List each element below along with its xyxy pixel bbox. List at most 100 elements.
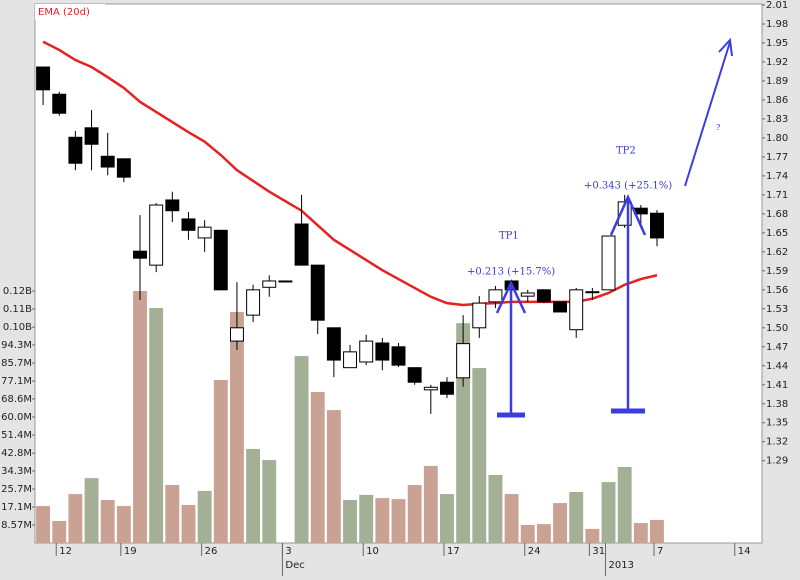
candle-body [149,204,164,266]
candle-body [100,155,115,168]
volume-tick-label: 17.1M [1,502,32,513]
candle-body [133,250,147,259]
x-tick-label: 14 [738,546,751,557]
candle-body [585,291,600,294]
x-tick-major-label: Dec [285,560,304,571]
candle-body [294,223,309,266]
candle-body [520,292,535,297]
volume-tick-label: 8.57M [1,520,32,531]
arrow [495,280,527,314]
volume-bar [440,494,454,543]
candle-body [310,264,325,321]
candle-body [391,346,406,366]
y-tick-label: 1.65 [766,228,788,239]
y-tick-label: 1.86 [766,95,788,106]
volume-bar [359,494,374,543]
candle-body [181,218,196,231]
volume-tick-label: 60.0M [1,412,32,423]
y-tick-label: 1.56 [766,285,788,296]
candle-body [569,289,584,331]
y-tick-label: 1.35 [766,418,788,429]
y-tick-label: 2.01 [766,0,788,11]
candle-layer [36,66,664,414]
y-tick-label: 1.89 [766,76,788,87]
y-tick-label: 1.50 [766,323,788,334]
x-tick-label: 31 [592,546,605,557]
x-tick-label: 7 [657,546,663,557]
volume-bar [246,448,261,543]
arrow [609,193,647,236]
x-tick-label: 19 [124,546,137,557]
volume-bar [229,312,244,543]
arrow [684,41,731,187]
candle-body [229,327,244,342]
volume-bar [213,380,228,543]
y-tick-label: 1.29 [766,456,788,467]
x-tick-label: 10 [366,546,379,557]
volume-tick-label: 68.6M [1,394,32,405]
volume-bar [149,308,164,543]
volume-bar [423,465,438,543]
volume-bar [165,485,180,543]
candle-body [536,289,551,303]
volume-tick-label: 0.11B [3,304,32,315]
annotation: +0.343 (+25.1%) [584,181,672,192]
y-tick-label: 1.59 [766,266,788,277]
annotation: TP2 [616,146,636,157]
volume-bar [36,506,51,543]
annotation: +0.213 (+15.7%) [467,267,555,278]
candle-body [488,289,503,303]
y-tick-label: 1.62 [766,247,788,258]
volume-tick-label: 51.4M [1,430,32,441]
arrow [718,37,733,57]
y-tick-label: 1.98 [766,19,788,30]
candle-body [278,280,293,283]
candle-body [375,342,390,361]
candle-body [246,289,261,316]
volume-tick-label: 0.10B [3,322,32,333]
y-tick-label: 1.95 [766,38,788,49]
volume-bar [633,523,648,543]
volume-bar [472,368,487,543]
candle-body [84,127,99,145]
volume-tick-label: 94.3M [1,340,32,351]
x-tick-label: 24 [528,546,541,557]
y-tick-label: 1.92 [766,57,788,68]
volume-tick-label: 42.8M [1,448,32,459]
volume-bar [197,490,212,543]
volume-bar [100,499,115,543]
y-tick-label: 1.44 [766,361,788,372]
volume-bar [116,506,131,543]
volume-bar [326,410,341,543]
candle-body [601,235,616,291]
y-tick-label: 1.80 [766,133,788,144]
y-tick-label: 1.32 [766,437,788,448]
x-tick-label: 12 [59,546,72,557]
volume-bar [181,504,196,543]
volume-bar [262,460,277,543]
volume-bar [133,291,147,543]
y-tick-label: 1.47 [766,342,788,353]
y-tick-label: 1.68 [766,209,788,220]
volume-bar [617,466,632,543]
candle-body [553,301,568,313]
volume-bar [343,499,357,543]
x-tick-label: 26 [205,546,218,557]
candle-body [343,351,357,369]
y-tick-label: 1.74 [766,171,788,182]
candle-body [116,158,131,178]
volume-bar [310,392,325,543]
candle-body [650,212,664,239]
volume-bar [391,499,406,543]
y-tick-label: 1.38 [766,399,788,410]
annotation: TP1 [499,231,519,242]
candle-body [407,367,422,383]
y-tick-label: 1.53 [766,304,788,315]
x-tick-major-label: 2013 [609,560,634,571]
candle-body [423,386,438,391]
arrows [495,37,733,418]
y-tick-label: 1.83 [766,114,788,125]
volume-bar [585,528,600,543]
legend-box [35,4,105,20]
